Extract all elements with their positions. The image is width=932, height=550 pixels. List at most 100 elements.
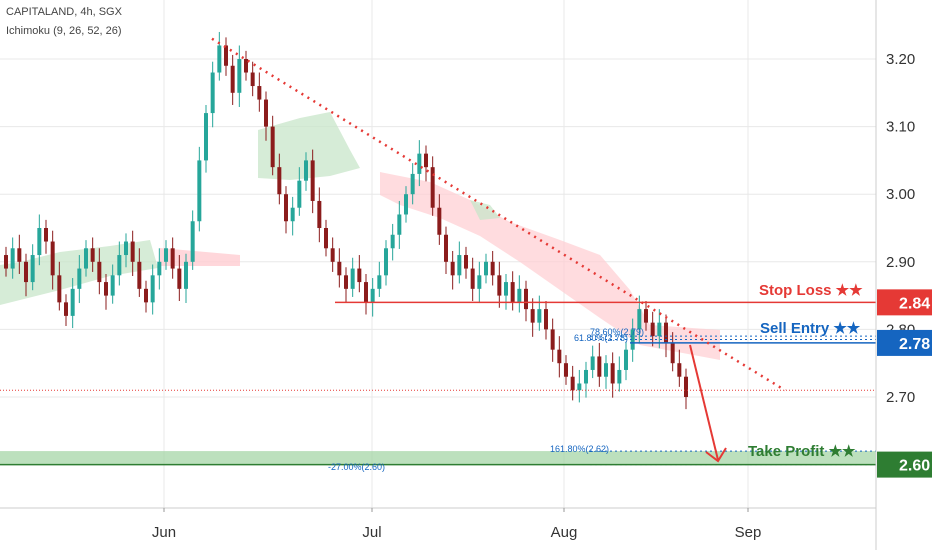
candle-body [277, 167, 282, 195]
take-profit-zone [0, 451, 876, 465]
stop-loss-price-value: 2.84 [899, 295, 930, 312]
candle-body [310, 160, 315, 201]
candle-body [517, 288, 522, 303]
candle-body [164, 248, 168, 262]
candle-body [37, 228, 42, 256]
ichimoku-cloud-red [380, 172, 720, 360]
candle-body [204, 113, 208, 161]
candle-body [70, 288, 75, 316]
ichimoku-cloud-green [258, 112, 360, 180]
candle-body [664, 322, 668, 343]
candle-body [30, 255, 35, 283]
candle-body [497, 275, 502, 296]
sell-entry-label: Sell Entry ★★ [760, 320, 861, 337]
candle-body [564, 363, 568, 377]
candle-body [297, 180, 302, 208]
candle-body [44, 228, 48, 242]
candle-body [124, 241, 128, 256]
candle-body [477, 275, 482, 289]
take-profit-price-value: 2.60 [899, 458, 930, 475]
candle-body [157, 261, 162, 276]
candle-body [290, 207, 295, 222]
candle-body [524, 288, 528, 310]
candle-body [610, 363, 615, 384]
time-tick-label: Sep [735, 524, 762, 541]
price-tick-label: 3.20 [886, 51, 915, 68]
candle-body [217, 45, 222, 73]
candle-body [364, 282, 368, 303]
candle-body [544, 309, 548, 330]
candle-body [677, 363, 682, 377]
fib-label: 161.80%(2.62) [550, 444, 609, 454]
candle-body [377, 275, 382, 289]
candle-body [304, 160, 308, 181]
fib-label: 78.60%(2.79) [590, 327, 644, 337]
candle-body [130, 241, 135, 262]
candle-body [357, 268, 362, 283]
candle-body [630, 329, 635, 350]
ichimoku-cloud-green [470, 200, 500, 220]
candle-body [530, 309, 535, 323]
candle-body [257, 86, 262, 100]
price-tick-label: 3.10 [886, 119, 915, 136]
sell-entry-price-box [877, 329, 932, 356]
candle-body [77, 268, 82, 289]
candle-body [597, 356, 602, 377]
candle-body [637, 309, 642, 330]
projection-arrowhead [705, 447, 727, 463]
candle-body [104, 282, 108, 296]
candle-body [350, 268, 355, 289]
candle-body [97, 261, 102, 283]
candle-body [657, 322, 662, 337]
candle-body [177, 268, 182, 289]
candle-body [417, 153, 422, 174]
candle-body [284, 194, 288, 222]
symbol-title: CAPITALAND, 4h, SGX [6, 6, 122, 18]
take-profit-label: Take Profit ★★ [748, 443, 856, 460]
fib-label: -27.00%(2.60) [328, 462, 385, 472]
candle-body [370, 288, 375, 303]
candle-body [617, 369, 622, 384]
candle-body [84, 248, 88, 269]
stop-loss-price-box [877, 289, 932, 316]
candle-body [250, 72, 255, 87]
ichimoku-cloud-red [160, 248, 240, 266]
candle-body [270, 126, 275, 168]
candle-body [570, 376, 575, 391]
candle-body [64, 302, 68, 316]
candle-body [50, 241, 55, 276]
candle-body [224, 45, 228, 66]
sell-entry-price-value: 2.78 [899, 336, 930, 353]
price-tick-label: 2.70 [886, 389, 915, 406]
candle-body [550, 329, 555, 350]
fib-label: 61.80%(2.78) [574, 333, 628, 343]
candle-body [684, 376, 688, 397]
candle-body [337, 261, 342, 276]
candle-body [117, 255, 122, 276]
candle-body [137, 261, 142, 289]
candle-body [624, 349, 628, 370]
candle-body [444, 234, 448, 262]
candle-body [404, 194, 408, 215]
candle-body [144, 288, 148, 303]
candle-body [237, 59, 242, 93]
candle-body [184, 261, 188, 289]
candle-body [17, 248, 22, 262]
candle-body [244, 59, 248, 73]
indicator-label: Ichimoku (9, 26, 52, 26) [6, 25, 122, 37]
candle-body [230, 65, 235, 93]
candle-body [457, 255, 462, 276]
candle-body [604, 363, 608, 377]
candle-body [450, 261, 455, 276]
candle-body [557, 349, 562, 364]
candle-body [170, 248, 175, 269]
candle-body [584, 369, 588, 384]
candle-body [344, 275, 348, 289]
candle-body [197, 160, 202, 222]
price-tick-label: 2.90 [886, 254, 915, 271]
candle-body [410, 173, 415, 195]
candle-body [437, 207, 442, 235]
candle-body [390, 234, 395, 249]
